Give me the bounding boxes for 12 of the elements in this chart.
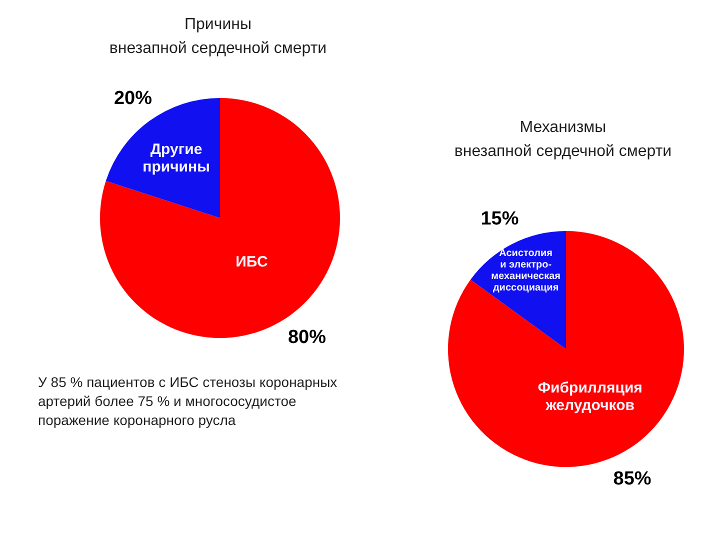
data-label: 80% — [288, 327, 326, 348]
slice-label: Асистолия и электро- механическая диссоциация — [491, 247, 561, 293]
chart-title: Механизмы внезапной сердечной смерти — [453, 118, 673, 162]
data-label: 85% — [613, 468, 652, 490]
pie-slice — [448, 231, 684, 467]
data-label: 15% — [480, 208, 519, 230]
slice-label: Другие причины — [142, 140, 210, 175]
slice-label: ИБС — [236, 253, 268, 270]
text: У 85 % пациентов с ИБС стенозы коронарных артерий более 75 % и многососудистое поражение коронарного русла — [38, 373, 338, 430]
chart-title: Причины внезапной сердечной смерти — [108, 15, 328, 59]
slice-label: Фибрилляция желудочков — [538, 379, 642, 414]
data-label: 20% — [114, 88, 152, 109]
